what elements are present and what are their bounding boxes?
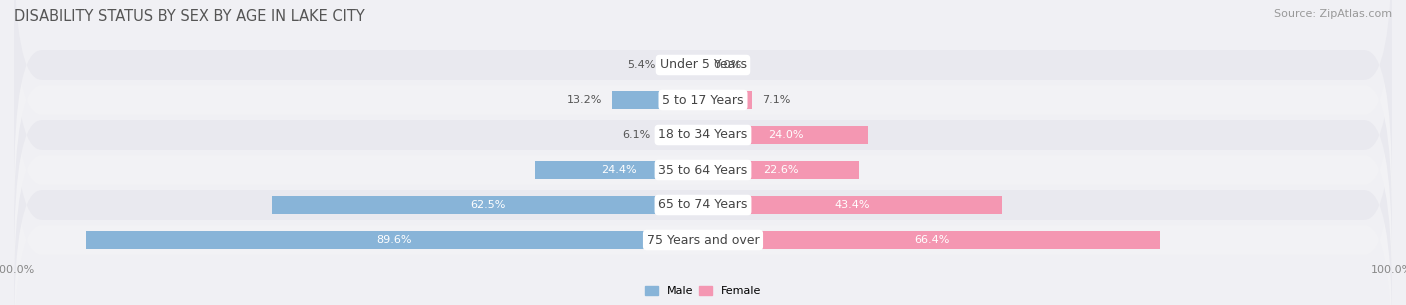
Text: 43.4%: 43.4%	[835, 200, 870, 210]
Text: Source: ZipAtlas.com: Source: ZipAtlas.com	[1274, 9, 1392, 19]
Text: Under 5 Years: Under 5 Years	[659, 59, 747, 71]
Bar	[273, 196, 703, 214]
Text: 89.6%: 89.6%	[377, 235, 412, 245]
Bar	[86, 231, 703, 249]
Bar	[703, 196, 1002, 214]
Text: 6.1%: 6.1%	[623, 130, 651, 140]
FancyBboxPatch shape	[14, 80, 1392, 305]
FancyBboxPatch shape	[14, 0, 1392, 190]
Text: 18 to 34 Years: 18 to 34 Years	[658, 128, 748, 142]
Text: 22.6%: 22.6%	[763, 165, 799, 175]
Text: 7.1%: 7.1%	[762, 95, 790, 105]
Legend: Male, Female: Male, Female	[640, 281, 766, 301]
Bar	[703, 231, 1160, 249]
Text: 65 to 74 Years: 65 to 74 Years	[658, 199, 748, 211]
FancyBboxPatch shape	[14, 45, 1392, 295]
Bar	[703, 161, 859, 179]
Bar	[703, 126, 869, 144]
Text: 5 to 17 Years: 5 to 17 Years	[662, 94, 744, 106]
FancyBboxPatch shape	[14, 0, 1392, 225]
Bar	[534, 161, 703, 179]
Bar	[703, 91, 752, 109]
Text: 24.4%: 24.4%	[602, 165, 637, 175]
FancyBboxPatch shape	[14, 10, 1392, 260]
Bar	[661, 126, 703, 144]
Text: 62.5%: 62.5%	[470, 200, 505, 210]
Bar	[666, 56, 703, 74]
Text: 0.0%: 0.0%	[713, 60, 741, 70]
Text: 5.4%: 5.4%	[627, 60, 655, 70]
Text: 66.4%: 66.4%	[914, 235, 949, 245]
Text: 13.2%: 13.2%	[567, 95, 602, 105]
Text: 75 Years and over: 75 Years and over	[647, 234, 759, 246]
Bar	[612, 91, 703, 109]
FancyBboxPatch shape	[14, 115, 1392, 305]
Text: DISABILITY STATUS BY SEX BY AGE IN LAKE CITY: DISABILITY STATUS BY SEX BY AGE IN LAKE …	[14, 9, 364, 24]
Text: 24.0%: 24.0%	[768, 130, 803, 140]
Text: 35 to 64 Years: 35 to 64 Years	[658, 163, 748, 177]
